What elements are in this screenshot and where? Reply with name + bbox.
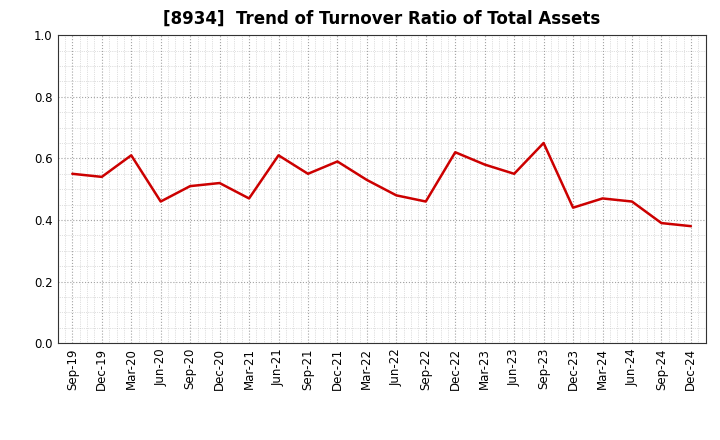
Title: [8934]  Trend of Turnover Ratio of Total Assets: [8934] Trend of Turnover Ratio of Total … bbox=[163, 10, 600, 28]
